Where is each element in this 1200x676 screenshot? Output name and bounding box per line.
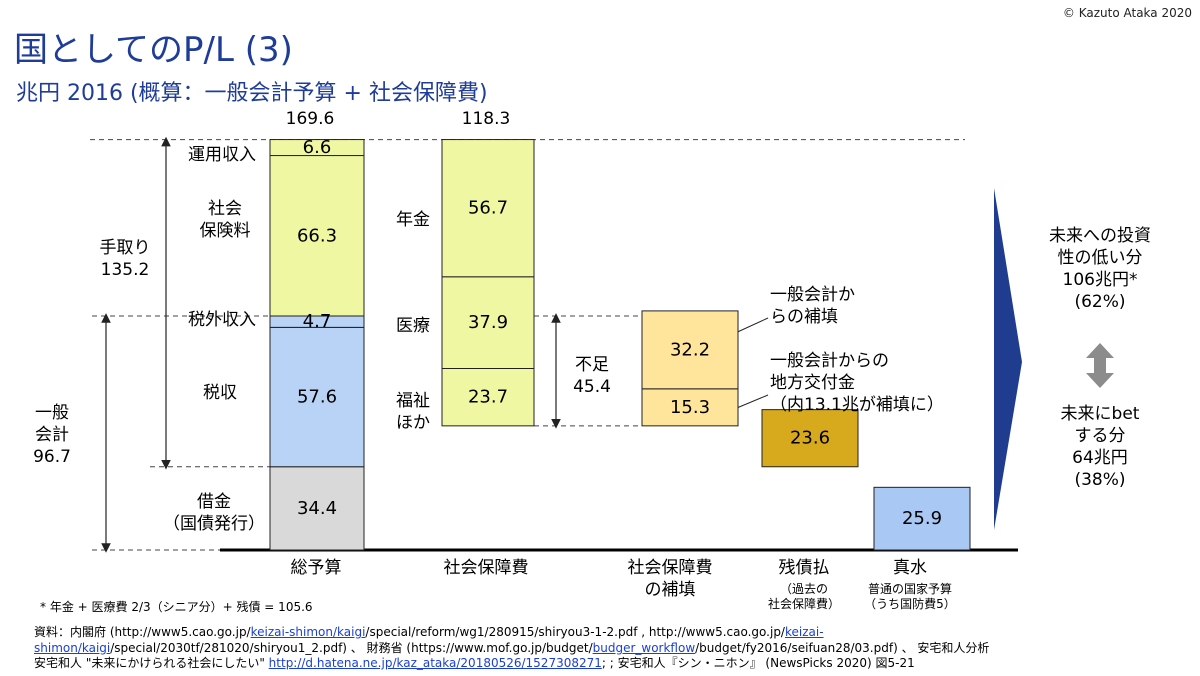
label-hoten-note: 一般会計か らの補填 [770, 285, 855, 327]
label-ippan: 一般 会計 96.7 [33, 403, 71, 467]
subsidy-label-1: 32.2 [670, 339, 710, 360]
social-segment-0 [441, 368, 535, 427]
social-label-0: 23.7 [468, 387, 508, 408]
double-arrow-icon [1086, 343, 1114, 388]
category-budget: 総予算 [290, 558, 342, 578]
subsidy-label-0: 15.3 [670, 397, 710, 418]
footnote-source-line1: 資料：内閣府 (http://www5.cao.go.jp/keizai-shi… [34, 625, 824, 639]
budget-segment-1 [269, 326, 365, 468]
social-segment-2 [441, 139, 535, 278]
budget-segment-0 [269, 466, 365, 551]
footnote-source-line2: shimon/kaigi/special/2030tf/281020/shiry… [34, 641, 990, 655]
budget-label-2: 4.7 [303, 311, 332, 332]
label-tedori: 手取り 135.2 [99, 238, 151, 280]
residual-label: 23.6 [790, 428, 830, 449]
label-fusoku: 不足 45.4 [573, 355, 611, 397]
label-shakai-hokenryo: 社会 保険料 [199, 199, 251, 241]
label-future-bet: 未来にbet する分 64兆円 (38%) [1060, 404, 1140, 490]
category-residual-sub: （過去の 社会保障費） [767, 582, 840, 611]
footnote-link-1[interactable]: keizai-shimon/kaigi [250, 625, 366, 639]
big-chevron-arrow [994, 188, 1022, 530]
footnote-link-3[interactable]: http://d.hatena.ne.jp/kaz_ataka/20180526… [268, 656, 602, 670]
category-social: 社会保障費 [443, 558, 529, 578]
residual-bar [761, 409, 859, 468]
budget-segment-3 [269, 155, 365, 317]
page-title: 国としてのP/L (3) [14, 30, 293, 70]
footnote-note: * 年金 + 医療費 2/3（シニア分）+ 残債 = 105.6 [40, 600, 313, 614]
budget-segment-4 [269, 139, 365, 157]
subsidy-segment-0 [641, 388, 739, 427]
social-label-2: 56.7 [468, 198, 508, 219]
total-budget-label: 169.6 [285, 109, 335, 129]
label-nenkin: 年金 [396, 210, 430, 230]
category-pure: 真水 [893, 558, 927, 578]
page-subtitle: 兆円 2016 (概算：一般会計予算 + 社会保障費) [16, 81, 488, 106]
category-subsidy: 社会保障費の補填 [627, 558, 713, 600]
social-segment-1 [441, 276, 535, 370]
budget-label-1: 57.6 [297, 387, 337, 408]
subsidy-segment-1 [641, 310, 739, 390]
category-residual: 残債払 [778, 558, 830, 578]
footnote-link-2b[interactable]: budger_workflow [592, 641, 696, 655]
label-shakkin: 借金 （国債発行） [163, 492, 265, 534]
label-kofu-note: 一般会計からの 地方交付金 （内13.1兆が補填に） [770, 351, 944, 415]
pure-label: 25.9 [902, 508, 942, 529]
label-zeigai: 税外収入 [188, 310, 256, 330]
label-iryo: 医療 [396, 316, 430, 336]
label-future-low: 未来への投資 性の低い分 106兆円* (62%) [1049, 226, 1151, 312]
budget-label-4: 6.6 [303, 137, 332, 158]
label-zeishu: 税収 [203, 383, 237, 403]
total-social-label: 118.3 [461, 109, 511, 129]
label-fukushi: 福祉 ほか [396, 391, 430, 433]
budget-label-3: 66.3 [297, 225, 337, 246]
label-unyo: 運用収入 [188, 145, 256, 165]
footnote-link-2[interactable]: shimon/kaigi [34, 641, 111, 655]
category-pure-sub: 普通の国家予算 （うち国防費5） [864, 582, 956, 611]
social-label-1: 37.9 [468, 312, 508, 333]
footnote-link-1b[interactable]: keizai- [784, 625, 824, 639]
pure-bar [873, 486, 971, 551]
budget-label-0: 34.4 [297, 498, 337, 519]
footnote-source-line3: 安宅和人 "未来にかけられる社会にしたい" http://d.hatena.ne… [34, 656, 915, 670]
copyright: © Kazuto Ataka 2020 [1062, 6, 1192, 20]
